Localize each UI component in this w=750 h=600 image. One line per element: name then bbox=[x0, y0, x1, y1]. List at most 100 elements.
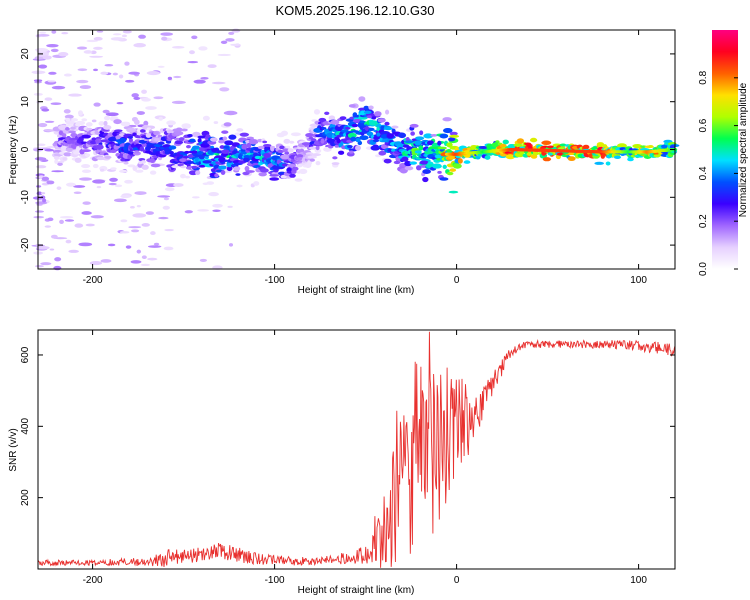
spectrogram-cell bbox=[484, 155, 491, 160]
spectrogram-cell bbox=[62, 157, 67, 161]
spectrogram-cell bbox=[314, 148, 322, 153]
spectrogram-cell bbox=[35, 185, 42, 188]
spectrogram-cell bbox=[336, 138, 341, 144]
colorbar-tick-label: 0.4 bbox=[698, 166, 709, 180]
spectrogram-cell bbox=[414, 150, 422, 154]
spectrogram-cell bbox=[241, 144, 248, 150]
spectrogram-cell bbox=[542, 157, 552, 162]
snr-y-tick-label: 200 bbox=[20, 489, 31, 506]
spectrogram-cell bbox=[51, 85, 66, 90]
spectrogram-cell bbox=[105, 112, 119, 117]
spectrogram-cell bbox=[70, 118, 78, 122]
spectrogram-cell bbox=[146, 70, 160, 76]
spectrogram-cell bbox=[157, 65, 165, 68]
spectrogram-cell bbox=[448, 190, 459, 194]
spectrogram-cell bbox=[64, 117, 71, 122]
spectrogram-cell bbox=[334, 144, 339, 148]
spectrogram-cell bbox=[289, 140, 295, 144]
snr-panel: -200 -100 0 100 200 400 600 Height of straigh… bbox=[8, 329, 676, 596]
spectrogram-cell bbox=[95, 144, 104, 150]
spectrogram-cell bbox=[191, 165, 198, 169]
spectrogram-cell bbox=[298, 168, 308, 175]
spectrogram-cell bbox=[61, 32, 69, 35]
spectrogram-cell bbox=[124, 79, 135, 83]
spectrogram-cell bbox=[76, 46, 88, 50]
spectrogram-cell bbox=[332, 156, 338, 160]
spectrogram-cell bbox=[46, 43, 59, 48]
spectrogram-cell bbox=[217, 53, 231, 57]
spectrogram-cell bbox=[244, 165, 250, 172]
spectrogram-cell bbox=[398, 132, 407, 139]
spectrogram-cell bbox=[141, 223, 150, 227]
spectrogram-cell bbox=[65, 123, 75, 127]
spectrogram-cell bbox=[210, 137, 218, 142]
spectrogram-cell bbox=[368, 127, 375, 132]
spectrogram-cell bbox=[198, 154, 206, 160]
spectrogram-cell bbox=[120, 121, 131, 127]
spectrogram-cell bbox=[162, 205, 170, 210]
spectrogram-cell bbox=[38, 64, 48, 69]
spectrogram-cell bbox=[197, 135, 207, 139]
spectrogram-cell bbox=[139, 129, 146, 133]
spectrogram-cell bbox=[330, 119, 340, 125]
spectrogram-cell bbox=[348, 104, 356, 108]
spectrogram-cell bbox=[219, 87, 230, 92]
spectrogram-cell bbox=[236, 128, 244, 132]
spectrogram-cell bbox=[220, 40, 228, 44]
spectrogram-cell bbox=[83, 50, 93, 54]
spectrogram-cell bbox=[363, 105, 369, 110]
spectrogram-cell bbox=[158, 216, 169, 220]
spectrogram-cell bbox=[51, 30, 57, 34]
spectrogram-cell bbox=[239, 132, 250, 137]
snr-y-label: SNR (v/v) bbox=[8, 428, 19, 471]
spectrogram-cell bbox=[114, 184, 123, 188]
spectrogram-cell bbox=[124, 179, 133, 184]
snr-x-tick-label: 100 bbox=[630, 575, 647, 586]
spectrogram-cell bbox=[40, 262, 52, 266]
spectrogram-cell bbox=[416, 165, 422, 171]
spectrogram-cell bbox=[136, 111, 145, 116]
spectrogram-cell bbox=[113, 119, 122, 125]
spectrogram-cell bbox=[192, 131, 201, 138]
spectrogram-cell bbox=[167, 76, 173, 80]
spectrogram-cell bbox=[81, 164, 91, 169]
spectrogram-cell bbox=[163, 197, 170, 201]
spectrogram-cell bbox=[179, 158, 187, 163]
spectrogram-cell bbox=[301, 157, 307, 163]
spectrogram-cell bbox=[409, 161, 418, 165]
spectrogram-cell bbox=[435, 155, 443, 159]
spectrogram-cell bbox=[270, 146, 275, 152]
spectrogram-cell bbox=[414, 140, 422, 146]
spectrogram-cell bbox=[135, 169, 144, 173]
spectrogram-cell bbox=[153, 242, 160, 246]
spectrogram-cell bbox=[128, 71, 140, 75]
spectrogram-cell bbox=[218, 156, 226, 163]
spectrogram-cell bbox=[280, 154, 291, 160]
spectrogram-cell bbox=[141, 97, 151, 102]
spectrogram-cell bbox=[59, 216, 74, 219]
spectrogram-cell bbox=[187, 133, 194, 138]
spectrogram-cell bbox=[36, 165, 47, 169]
snr-x-tick-label: 0 bbox=[454, 575, 460, 586]
spectrogram-cell bbox=[183, 150, 191, 154]
spectrogram-cell bbox=[191, 196, 200, 199]
spectrogram-cell bbox=[263, 143, 272, 148]
spectrogram-cell bbox=[173, 183, 184, 187]
spectrogram-cell bbox=[315, 145, 320, 151]
spectrogram-cell bbox=[171, 165, 179, 168]
spectrogram-cell bbox=[218, 165, 227, 170]
spectrogram-cell bbox=[104, 64, 114, 67]
spectrogram-cell bbox=[103, 115, 111, 121]
spectrogram-cell bbox=[175, 127, 183, 132]
spectrogram-cell bbox=[449, 131, 458, 136]
spectrogram-cell bbox=[102, 109, 110, 114]
spectrogram-cell bbox=[262, 140, 268, 144]
spectrogram-cell bbox=[220, 170, 226, 175]
spectrogram-cell bbox=[98, 121, 105, 126]
spectrogram-cell bbox=[309, 158, 315, 162]
snr-y-ticks: 200 400 600 bbox=[20, 346, 675, 506]
spectrogram-cell bbox=[391, 125, 399, 129]
spectrogram-cell bbox=[594, 161, 605, 165]
spectrogram-cell bbox=[77, 68, 88, 72]
